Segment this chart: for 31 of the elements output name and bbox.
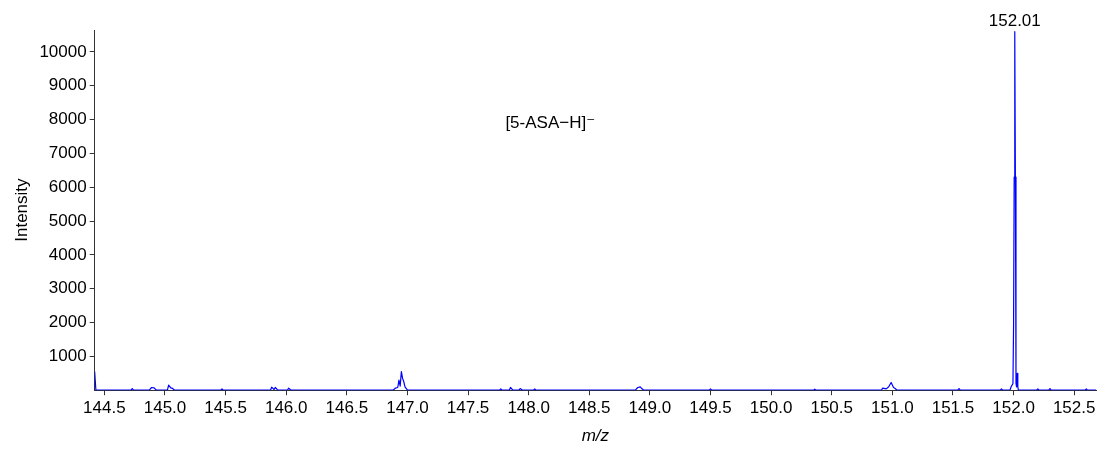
y-tick-label: 2000 — [48, 312, 87, 332]
x-tick-label: 151.0 — [871, 398, 914, 418]
x-tick-label: 146.0 — [264, 398, 308, 418]
x-tick-label: 148.0 — [507, 398, 550, 418]
x-tick-label: 149.5 — [689, 398, 732, 418]
y-tick-label: 6000 — [48, 176, 87, 196]
x-tick-label: 145.0 — [143, 398, 187, 418]
x-tick-label: 145.5 — [204, 398, 247, 418]
y-tick-label: 7000 — [48, 143, 87, 163]
x-tick-label: 150.0 — [749, 398, 793, 418]
y-axis-title: Intensity — [11, 177, 31, 242]
y-tick-label: 5000 — [48, 210, 87, 230]
x-tick-label: 151.5 — [931, 398, 975, 418]
x-tick-label: 152.0 — [992, 398, 1035, 418]
x-tick-label: 147.5 — [446, 398, 490, 418]
x-tick-label: 147.0 — [386, 398, 429, 418]
y-tick-label: 1000 — [48, 346, 87, 366]
y-tick-label: 4000 — [48, 244, 87, 264]
y-tick-label: 3000 — [48, 278, 87, 298]
y-tick-label: 9000 — [48, 75, 87, 95]
x-tick-label: 150.5 — [810, 398, 853, 418]
y-tick-label: 10000 — [39, 41, 87, 61]
x-tick-label: 152.5 — [1052, 398, 1096, 418]
x-axis-title: m/z — [581, 425, 610, 445]
x-tick-label: 144.5 — [83, 398, 126, 418]
x-tick-label: 149.0 — [628, 398, 672, 418]
y-tick-label: 8000 — [48, 109, 87, 129]
x-tick-label: 146.5 — [325, 398, 369, 418]
annotation: [5-ASA−H]⁻ — [505, 113, 596, 133]
x-tick-label: 148.5 — [568, 398, 611, 418]
annotation: 152.01 — [988, 10, 1041, 30]
